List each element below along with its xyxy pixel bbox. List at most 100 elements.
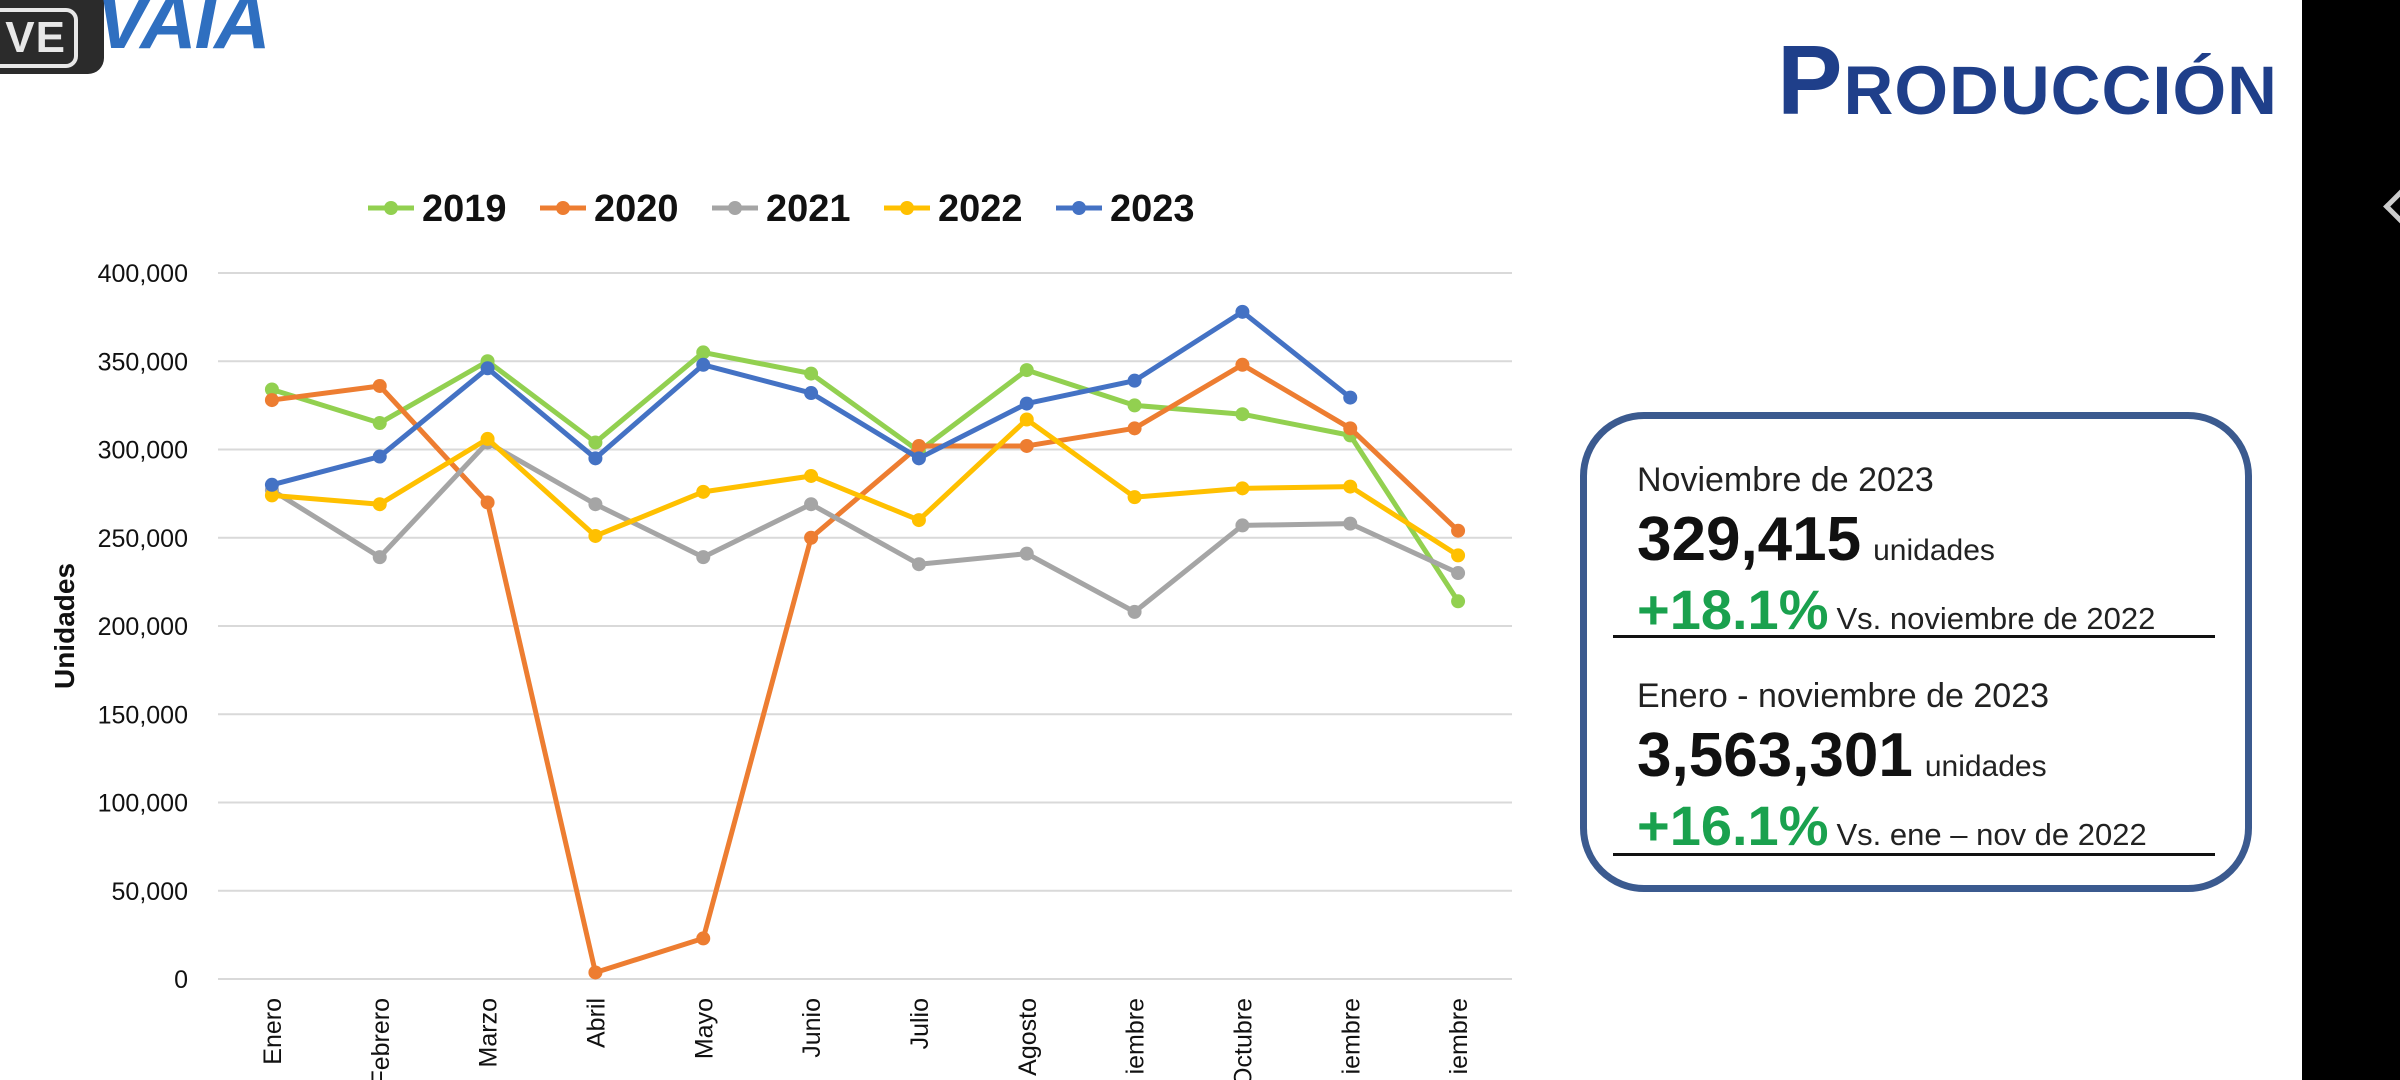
- y-tick-label: 200,000: [98, 613, 188, 641]
- data-point: [696, 931, 711, 946]
- data-point: [911, 557, 926, 572]
- data-point: [1019, 396, 1034, 411]
- ytd-comparison: Vs. ene – nov de 2022: [1836, 817, 2147, 852]
- data-point: [804, 366, 819, 381]
- data-point: [1235, 407, 1250, 422]
- page-title: Producción: [1777, 25, 2278, 135]
- data-point: [588, 435, 603, 450]
- monthly-unit: unidades: [1873, 534, 1995, 567]
- x-tick-label: Agosto: [1014, 998, 1042, 1076]
- data-point: [588, 528, 603, 543]
- data-point: [1019, 363, 1034, 378]
- data-point: [804, 386, 819, 401]
- live-badge-label: VE: [0, 8, 78, 68]
- divider-rule: [1613, 635, 2215, 638]
- data-point: [372, 497, 387, 512]
- data-point: [480, 361, 495, 376]
- data-point: [480, 431, 495, 446]
- data-point: [1451, 523, 1466, 538]
- legend-marker: [556, 201, 570, 215]
- data-point: [1127, 373, 1142, 388]
- y-axis-title: Unidades: [49, 563, 80, 689]
- data-point: [588, 451, 603, 466]
- x-tick-label: Marzo: [475, 998, 503, 1067]
- side-panel: [2302, 0, 2400, 1080]
- data-point: [1019, 438, 1034, 453]
- y-tick-label: 350,000: [98, 348, 188, 376]
- data-point: [1019, 546, 1034, 561]
- data-point: [1343, 479, 1358, 494]
- live-badge: VE: [0, 0, 104, 74]
- data-point: [372, 416, 387, 431]
- data-point: [1019, 412, 1034, 427]
- legend-label: 2020: [594, 188, 679, 230]
- x-tick-label: iembre: [1122, 998, 1150, 1074]
- data-point: [372, 449, 387, 464]
- data-point: [1127, 604, 1142, 619]
- chevron-left-icon[interactable]: [2383, 183, 2400, 230]
- x-tick-label: Febrero: [367, 998, 395, 1080]
- legend-marker: [1072, 201, 1086, 215]
- legend-marker: [900, 201, 914, 215]
- data-point: [1451, 548, 1466, 563]
- series-line: [271, 349, 1461, 603]
- x-tick-label: Junio: [798, 998, 826, 1058]
- y-tick-label: 300,000: [98, 437, 188, 465]
- production-line-chart: 0 50,000 100,000 150,000 200,000 250,000 300,0…: [49, 188, 1512, 1080]
- x-tick-label: Enero: [259, 998, 287, 1065]
- data-point: [264, 393, 279, 408]
- monthly-comparison: Vs. noviembre de 2022: [1836, 601, 2156, 636]
- data-point: [1235, 481, 1250, 496]
- data-point: [1343, 390, 1358, 405]
- data-point: [804, 468, 819, 483]
- data-point: [1343, 421, 1358, 436]
- x-tick-label: iembre: [1445, 998, 1473, 1074]
- legend-marker: [384, 201, 398, 215]
- data-point: [1451, 566, 1466, 581]
- data-point: [1235, 518, 1250, 533]
- x-tick-label: Abril: [582, 998, 610, 1048]
- summary-panel: Noviembre de 2023 329,415 unidades +18.1%…: [1580, 412, 2252, 892]
- data-point: [480, 495, 495, 510]
- series-line: [271, 362, 1460, 975]
- data-point: [911, 438, 926, 453]
- data-point: [1343, 516, 1358, 531]
- monthly-summary: Noviembre de 2023 329,415 unidades +18.1%…: [1637, 461, 2155, 642]
- series-line: [270, 439, 1460, 615]
- data-point: [911, 451, 926, 466]
- monthly-change: +18.1%: [1637, 578, 1829, 641]
- series-line: [271, 416, 1460, 558]
- x-tick-label: Julio: [906, 998, 934, 1049]
- data-point: [264, 488, 279, 503]
- data-point: [588, 497, 603, 512]
- legend-marker: [728, 201, 742, 215]
- legend-label: 2023: [1110, 188, 1195, 230]
- data-point: [911, 513, 926, 528]
- ytd-value: 3,563,301: [1637, 721, 1913, 790]
- x-tick-label: Mayo: [690, 998, 718, 1059]
- y-tick-label: 50,000: [112, 878, 188, 906]
- data-point: [1127, 490, 1142, 505]
- data-point: [696, 550, 711, 565]
- y-tick-label: 100,000: [98, 790, 188, 818]
- data-point: [264, 382, 279, 397]
- data-point: [1451, 594, 1466, 609]
- data-point: [804, 530, 819, 545]
- data-point: [1235, 304, 1250, 319]
- data-point: [372, 378, 387, 393]
- data-point: [264, 477, 279, 492]
- ytd-label: Enero - noviembre de 2023: [1637, 677, 2050, 715]
- data-point: [1127, 421, 1142, 436]
- monthly-value: 329,415: [1637, 505, 1862, 574]
- ytd-change: +16.1%: [1637, 794, 1829, 857]
- data-point: [588, 965, 603, 980]
- data-point: [696, 345, 711, 360]
- legend-label: 2021: [766, 188, 851, 230]
- data-point: [372, 550, 387, 565]
- y-tick-label: 150,000: [98, 701, 188, 729]
- ytd-summary: Enero - noviembre de 2023 3,563,301 unida…: [1637, 677, 2147, 858]
- data-point: [696, 357, 711, 372]
- monthly-label: Noviembre de 2023: [1637, 461, 1934, 499]
- y-tick-label: 250,000: [98, 525, 188, 553]
- data-point: [804, 497, 819, 512]
